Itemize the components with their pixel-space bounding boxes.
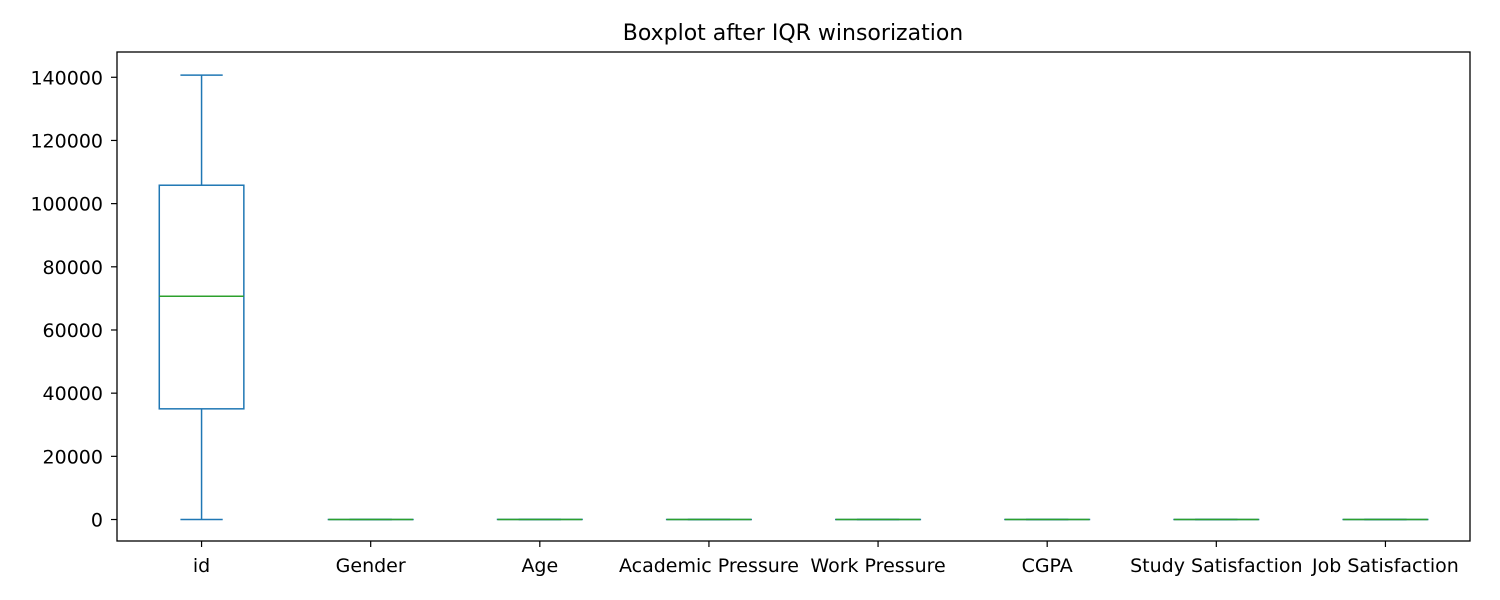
x-tick-label: Gender [336, 555, 406, 577]
y-tick-label: 40000 [43, 383, 103, 405]
plot-frame [116, 51, 1471, 542]
x-tick-label: Work Pressure [810, 555, 945, 577]
boxes-group [158, 74, 1429, 521]
chart-title: Boxplot after IQR winsorization [623, 21, 963, 46]
x-tick-label: CGPA [1022, 555, 1073, 577]
y-tick-label: 80000 [43, 257, 103, 279]
y-tick-label: 140000 [30, 67, 103, 89]
iqr-box [158, 184, 245, 410]
x-axis: id Gender Age Academic Pressure Work Pressur… [193, 541, 1459, 577]
y-tick-label: 60000 [43, 320, 103, 342]
x-tick-label: Study Satisfaction [1130, 555, 1302, 577]
y-tick-label: 0 [91, 510, 103, 532]
y-axis: 0 20000 40000 60000 80000 100000 120000 140000 [30, 67, 117, 532]
box-id [158, 74, 245, 521]
x-tick-label: id [193, 555, 210, 577]
y-tick-label: 100000 [30, 194, 103, 216]
y-tick-label: 120000 [30, 130, 103, 152]
y-tick-label: 20000 [43, 446, 103, 468]
x-tick-label: Academic Pressure [619, 555, 799, 577]
x-tick-label: Age [521, 555, 558, 577]
x-tick-label: Job Satisfaction [1311, 555, 1459, 577]
